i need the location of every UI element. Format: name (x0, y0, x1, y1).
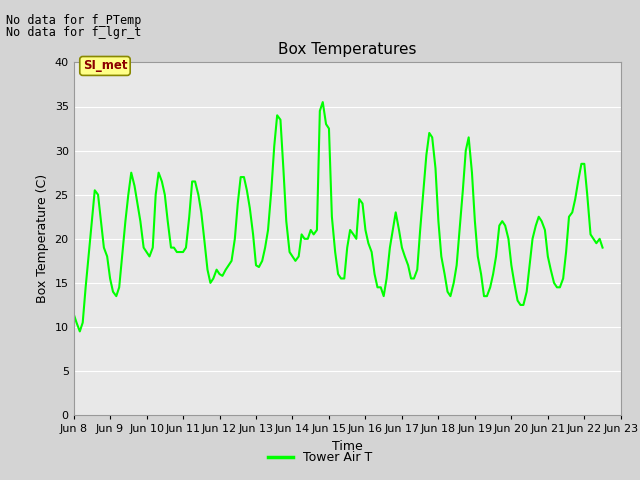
X-axis label: Time: Time (332, 440, 363, 453)
Text: No data for f_lgr_t: No data for f_lgr_t (6, 26, 142, 39)
Y-axis label: Box Temperature (C): Box Temperature (C) (36, 174, 49, 303)
Legend: Tower Air T: Tower Air T (263, 446, 377, 469)
Title: Box Temperatures: Box Temperatures (278, 42, 417, 57)
Text: SI_met: SI_met (83, 60, 127, 72)
Text: No data for f_PTemp: No data for f_PTemp (6, 14, 142, 27)
